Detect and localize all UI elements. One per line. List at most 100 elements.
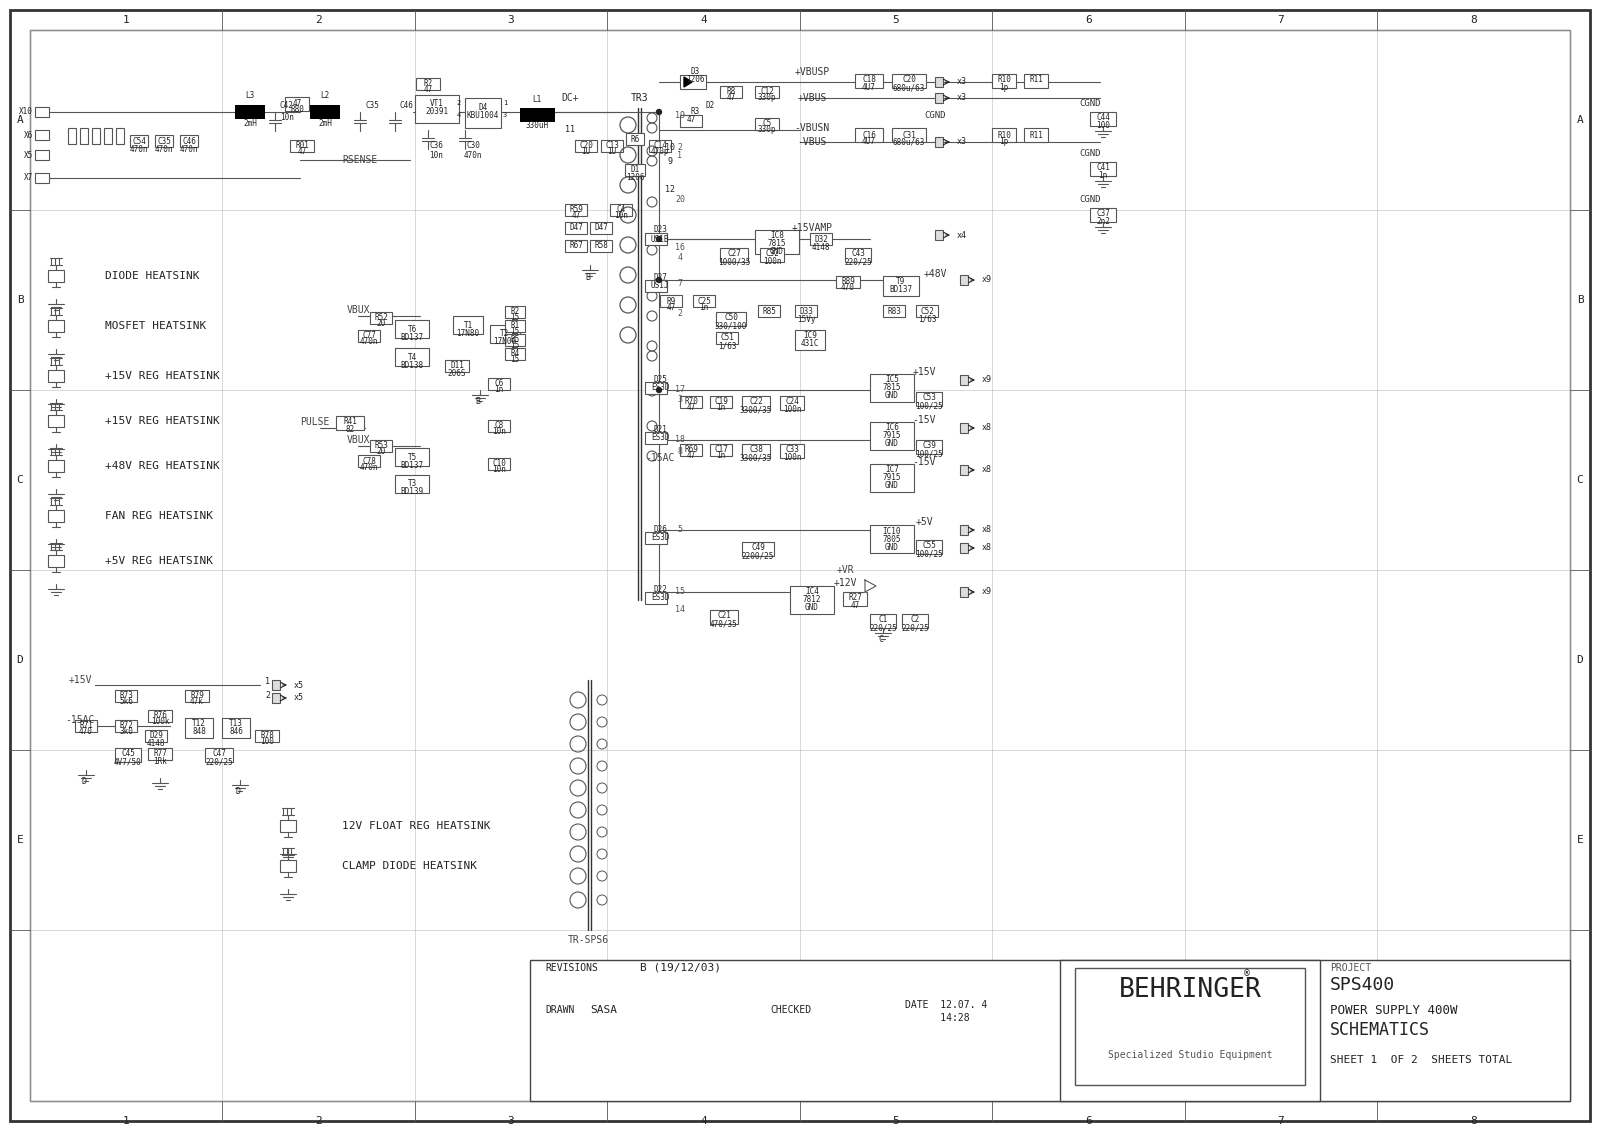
Circle shape — [656, 236, 661, 242]
Text: Specialized Studio Equipment: Specialized Studio Equipment — [1107, 1050, 1272, 1060]
Text: IC10: IC10 — [883, 527, 901, 535]
Text: 10n: 10n — [429, 150, 443, 159]
Text: 4148: 4148 — [147, 740, 165, 749]
Text: R11: R11 — [1029, 76, 1043, 85]
Text: R77: R77 — [154, 750, 166, 759]
Text: D: D — [82, 777, 86, 786]
Text: DRAWN: DRAWN — [546, 1005, 574, 1015]
Bar — [530, 960, 1570, 1100]
Bar — [115, 690, 138, 702]
Text: T1: T1 — [464, 320, 472, 329]
Text: 1n: 1n — [1098, 172, 1107, 181]
Text: R3: R3 — [690, 107, 699, 116]
Text: +15V: +15V — [912, 366, 936, 377]
Text: 470: 470 — [78, 727, 93, 736]
Text: SHEET 1  OF 2  SHEETS TOTAL: SHEET 1 OF 2 SHEETS TOTAL — [1330, 1055, 1512, 1065]
Text: 470p: 470p — [651, 147, 669, 156]
Text: -15V: -15V — [912, 415, 936, 425]
Text: 20391: 20391 — [426, 107, 448, 116]
Text: -VBUS: -VBUS — [797, 137, 827, 147]
Text: R?: R? — [424, 79, 432, 88]
Text: 47k: 47k — [190, 698, 203, 707]
Bar — [488, 458, 510, 470]
Text: L2: L2 — [320, 92, 330, 101]
Text: PROJECT: PROJECT — [1330, 962, 1371, 973]
Text: C46: C46 — [182, 137, 195, 146]
Text: 10: 10 — [666, 144, 675, 153]
Bar — [680, 75, 706, 89]
Text: R52: R52 — [374, 313, 387, 322]
Bar — [960, 465, 968, 475]
Text: 1: 1 — [502, 100, 507, 106]
Bar — [781, 444, 805, 458]
Text: US1B: US1B — [651, 235, 669, 244]
Bar — [645, 280, 667, 292]
Text: C2: C2 — [910, 615, 920, 624]
Text: +15V: +15V — [69, 675, 91, 685]
Bar — [35, 130, 50, 140]
Text: R59: R59 — [570, 206, 582, 215]
Text: 1: 1 — [266, 677, 270, 687]
Text: C78: C78 — [362, 457, 376, 466]
Bar — [680, 444, 702, 456]
Text: ES3D: ES3D — [651, 594, 669, 603]
Text: +5V: +5V — [915, 517, 933, 527]
Text: R5: R5 — [510, 336, 520, 345]
Bar — [760, 248, 784, 262]
Text: 5: 5 — [893, 1116, 899, 1126]
Text: 7: 7 — [1278, 1116, 1285, 1126]
Text: 3k0: 3k0 — [118, 727, 133, 736]
Text: BD138: BD138 — [400, 361, 424, 370]
Text: GND: GND — [885, 482, 899, 491]
Text: SPS400: SPS400 — [1330, 976, 1395, 994]
Text: T4: T4 — [408, 353, 416, 362]
Text: D1: D1 — [630, 165, 640, 174]
Text: 100/25: 100/25 — [915, 449, 942, 458]
Text: R27: R27 — [848, 594, 862, 603]
Text: A: A — [1576, 115, 1584, 126]
Bar — [395, 448, 429, 466]
Text: R01: R01 — [294, 141, 309, 150]
Bar — [488, 378, 510, 390]
Text: 220/25: 220/25 — [205, 758, 234, 767]
Bar — [742, 396, 770, 411]
Text: 15: 15 — [510, 342, 520, 351]
Text: 1: 1 — [123, 1116, 130, 1126]
Text: C44: C44 — [1096, 113, 1110, 122]
Text: TR-SPS6: TR-SPS6 — [568, 935, 608, 946]
Text: C: C — [16, 475, 24, 485]
Bar — [870, 614, 896, 628]
Text: +15V REG HEATSINK: +15V REG HEATSINK — [106, 416, 219, 426]
Text: CGND: CGND — [1080, 196, 1101, 205]
Text: 470/35: 470/35 — [710, 620, 738, 629]
Bar — [147, 748, 173, 760]
Text: 14: 14 — [675, 605, 685, 614]
Text: C41: C41 — [1096, 164, 1110, 173]
Text: C14: C14 — [653, 141, 667, 150]
Text: 470: 470 — [842, 284, 854, 293]
Text: US1J: US1J — [651, 282, 669, 291]
Bar — [395, 475, 429, 493]
Text: R73: R73 — [118, 691, 133, 700]
Bar — [222, 718, 250, 739]
Text: 7815: 7815 — [768, 240, 786, 249]
Text: 47: 47 — [850, 602, 859, 611]
Bar — [48, 510, 64, 523]
Text: D25: D25 — [653, 375, 667, 385]
Text: T6: T6 — [408, 325, 416, 334]
Text: 1000/35: 1000/35 — [718, 258, 750, 267]
Text: C21: C21 — [717, 612, 731, 621]
Text: 10n: 10n — [614, 211, 627, 221]
Bar — [661, 295, 682, 307]
Bar — [235, 105, 266, 119]
Text: D21: D21 — [653, 425, 667, 434]
Text: 100/25: 100/25 — [915, 402, 942, 411]
Bar — [1024, 128, 1048, 143]
Bar — [414, 95, 459, 123]
Text: 330p: 330p — [758, 94, 776, 103]
Text: C24: C24 — [786, 397, 798, 406]
Text: 1: 1 — [677, 150, 683, 159]
Bar — [720, 248, 749, 262]
Text: C53: C53 — [922, 394, 936, 403]
Text: 330uH: 330uH — [525, 121, 549, 130]
